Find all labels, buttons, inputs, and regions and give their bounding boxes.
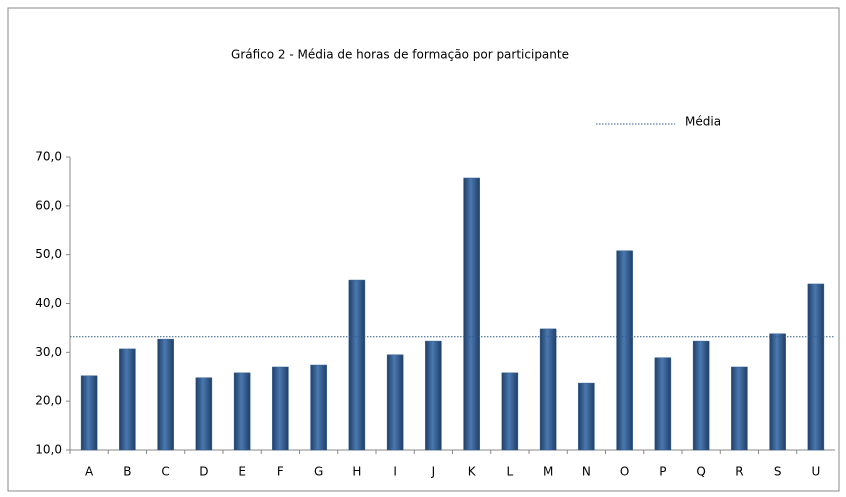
bar [425,340,442,451]
bar [80,375,98,451]
x-tick-label: O [620,465,629,479]
x-tick-label: E [238,465,246,479]
bar [157,338,174,451]
x-tick-label: R [735,465,743,479]
x-tick-label: L [507,465,514,479]
legend-label: Média [685,115,721,129]
x-tick-label: N [582,465,591,479]
x-tick-label: C [161,465,169,479]
y-tick-label: 50,0 [35,247,62,261]
bar [692,340,710,451]
x-tick-label: F [277,465,284,479]
bar [807,283,825,451]
y-tick-label: 20,0 [35,394,62,408]
y-tick-label: 10,0 [35,443,62,457]
bar [386,354,404,451]
bar [195,377,213,451]
bar [119,348,136,451]
bar [463,177,480,451]
x-tick-label: M [543,465,553,479]
bar [769,333,786,451]
bar [348,279,366,451]
bar [654,357,672,451]
bar [272,366,289,451]
x-tick-label: I [393,465,397,479]
x-tick-label: G [314,465,323,479]
x-tick-label: J [431,465,436,479]
x-tick-label: P [659,465,666,479]
y-tick-label: 40,0 [35,296,62,310]
y-tick-label: 70,0 [35,150,62,164]
y-tick-label: 30,0 [35,345,62,359]
bar [233,372,251,451]
x-tick-label: Q [696,465,705,479]
x-tick-label: K [468,465,477,479]
bar [616,250,633,451]
x-tick-label: S [774,465,782,479]
x-tick-label: H [352,465,361,479]
x-tick-label: B [123,465,131,479]
bar [310,364,327,451]
bar [731,366,748,451]
bar [578,382,595,451]
x-tick-label: U [811,465,820,479]
chart-title: Gráfico 2 - Média de horas de formação p… [231,48,569,62]
x-tick-label: A [85,465,94,479]
y-tick-label: 60,0 [35,198,62,212]
bar [539,328,557,451]
x-tick-label: D [199,465,208,479]
bar [501,372,519,451]
